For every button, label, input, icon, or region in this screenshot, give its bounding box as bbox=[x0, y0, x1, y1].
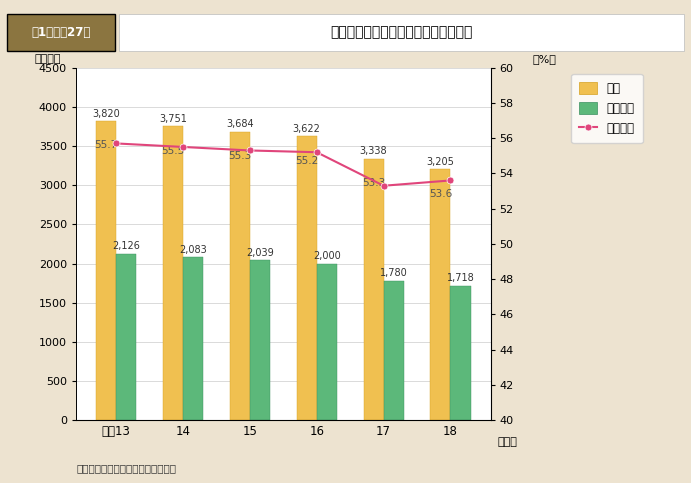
Bar bbox=[363, 159, 384, 420]
Text: 1,718: 1,718 bbox=[446, 273, 475, 283]
Bar bbox=[250, 260, 270, 420]
Bar bbox=[451, 285, 471, 420]
Bar bbox=[430, 169, 451, 420]
Text: 55.7: 55.7 bbox=[95, 141, 117, 151]
Bar bbox=[316, 264, 337, 420]
Text: 3,820: 3,820 bbox=[92, 109, 120, 118]
Text: 55.3: 55.3 bbox=[228, 151, 252, 161]
Text: 3,338: 3,338 bbox=[360, 146, 388, 156]
FancyBboxPatch shape bbox=[7, 14, 115, 51]
Legend: 総数, 女性人口, 女性割合: 総数, 女性人口, 女性割合 bbox=[571, 73, 643, 143]
Bar bbox=[384, 281, 404, 420]
Text: 3,751: 3,751 bbox=[159, 114, 187, 124]
Text: 3,205: 3,205 bbox=[426, 157, 455, 167]
Text: （千人）: （千人） bbox=[35, 54, 61, 64]
Text: 3,684: 3,684 bbox=[226, 119, 254, 129]
Text: 53.3: 53.3 bbox=[362, 178, 385, 188]
Text: 55.5: 55.5 bbox=[161, 146, 184, 156]
Bar bbox=[230, 131, 250, 420]
Bar bbox=[96, 121, 116, 420]
Text: 2,126: 2,126 bbox=[112, 242, 140, 251]
Text: （%）: （%） bbox=[532, 54, 556, 64]
Text: 2,000: 2,000 bbox=[313, 251, 341, 261]
Text: （備考）農林水産省資料より作成。: （備考）農林水産省資料より作成。 bbox=[76, 463, 176, 473]
Text: （年）: （年） bbox=[498, 437, 518, 447]
Bar bbox=[116, 254, 136, 420]
Text: 2,039: 2,039 bbox=[246, 248, 274, 258]
FancyBboxPatch shape bbox=[119, 14, 684, 51]
Text: 55.2: 55.2 bbox=[295, 156, 319, 166]
Text: 2,083: 2,083 bbox=[179, 245, 207, 255]
Text: 3,622: 3,622 bbox=[293, 124, 321, 134]
Bar bbox=[183, 257, 203, 420]
Text: 1,780: 1,780 bbox=[380, 269, 408, 278]
Text: 53.6: 53.6 bbox=[429, 189, 452, 199]
Text: 第1－特－27図: 第1－特－27図 bbox=[31, 26, 91, 39]
Bar bbox=[163, 127, 183, 420]
Text: 農業就業人口に占める女性割合の推移: 農業就業人口に占める女性割合の推移 bbox=[330, 26, 473, 40]
Bar bbox=[296, 136, 316, 420]
